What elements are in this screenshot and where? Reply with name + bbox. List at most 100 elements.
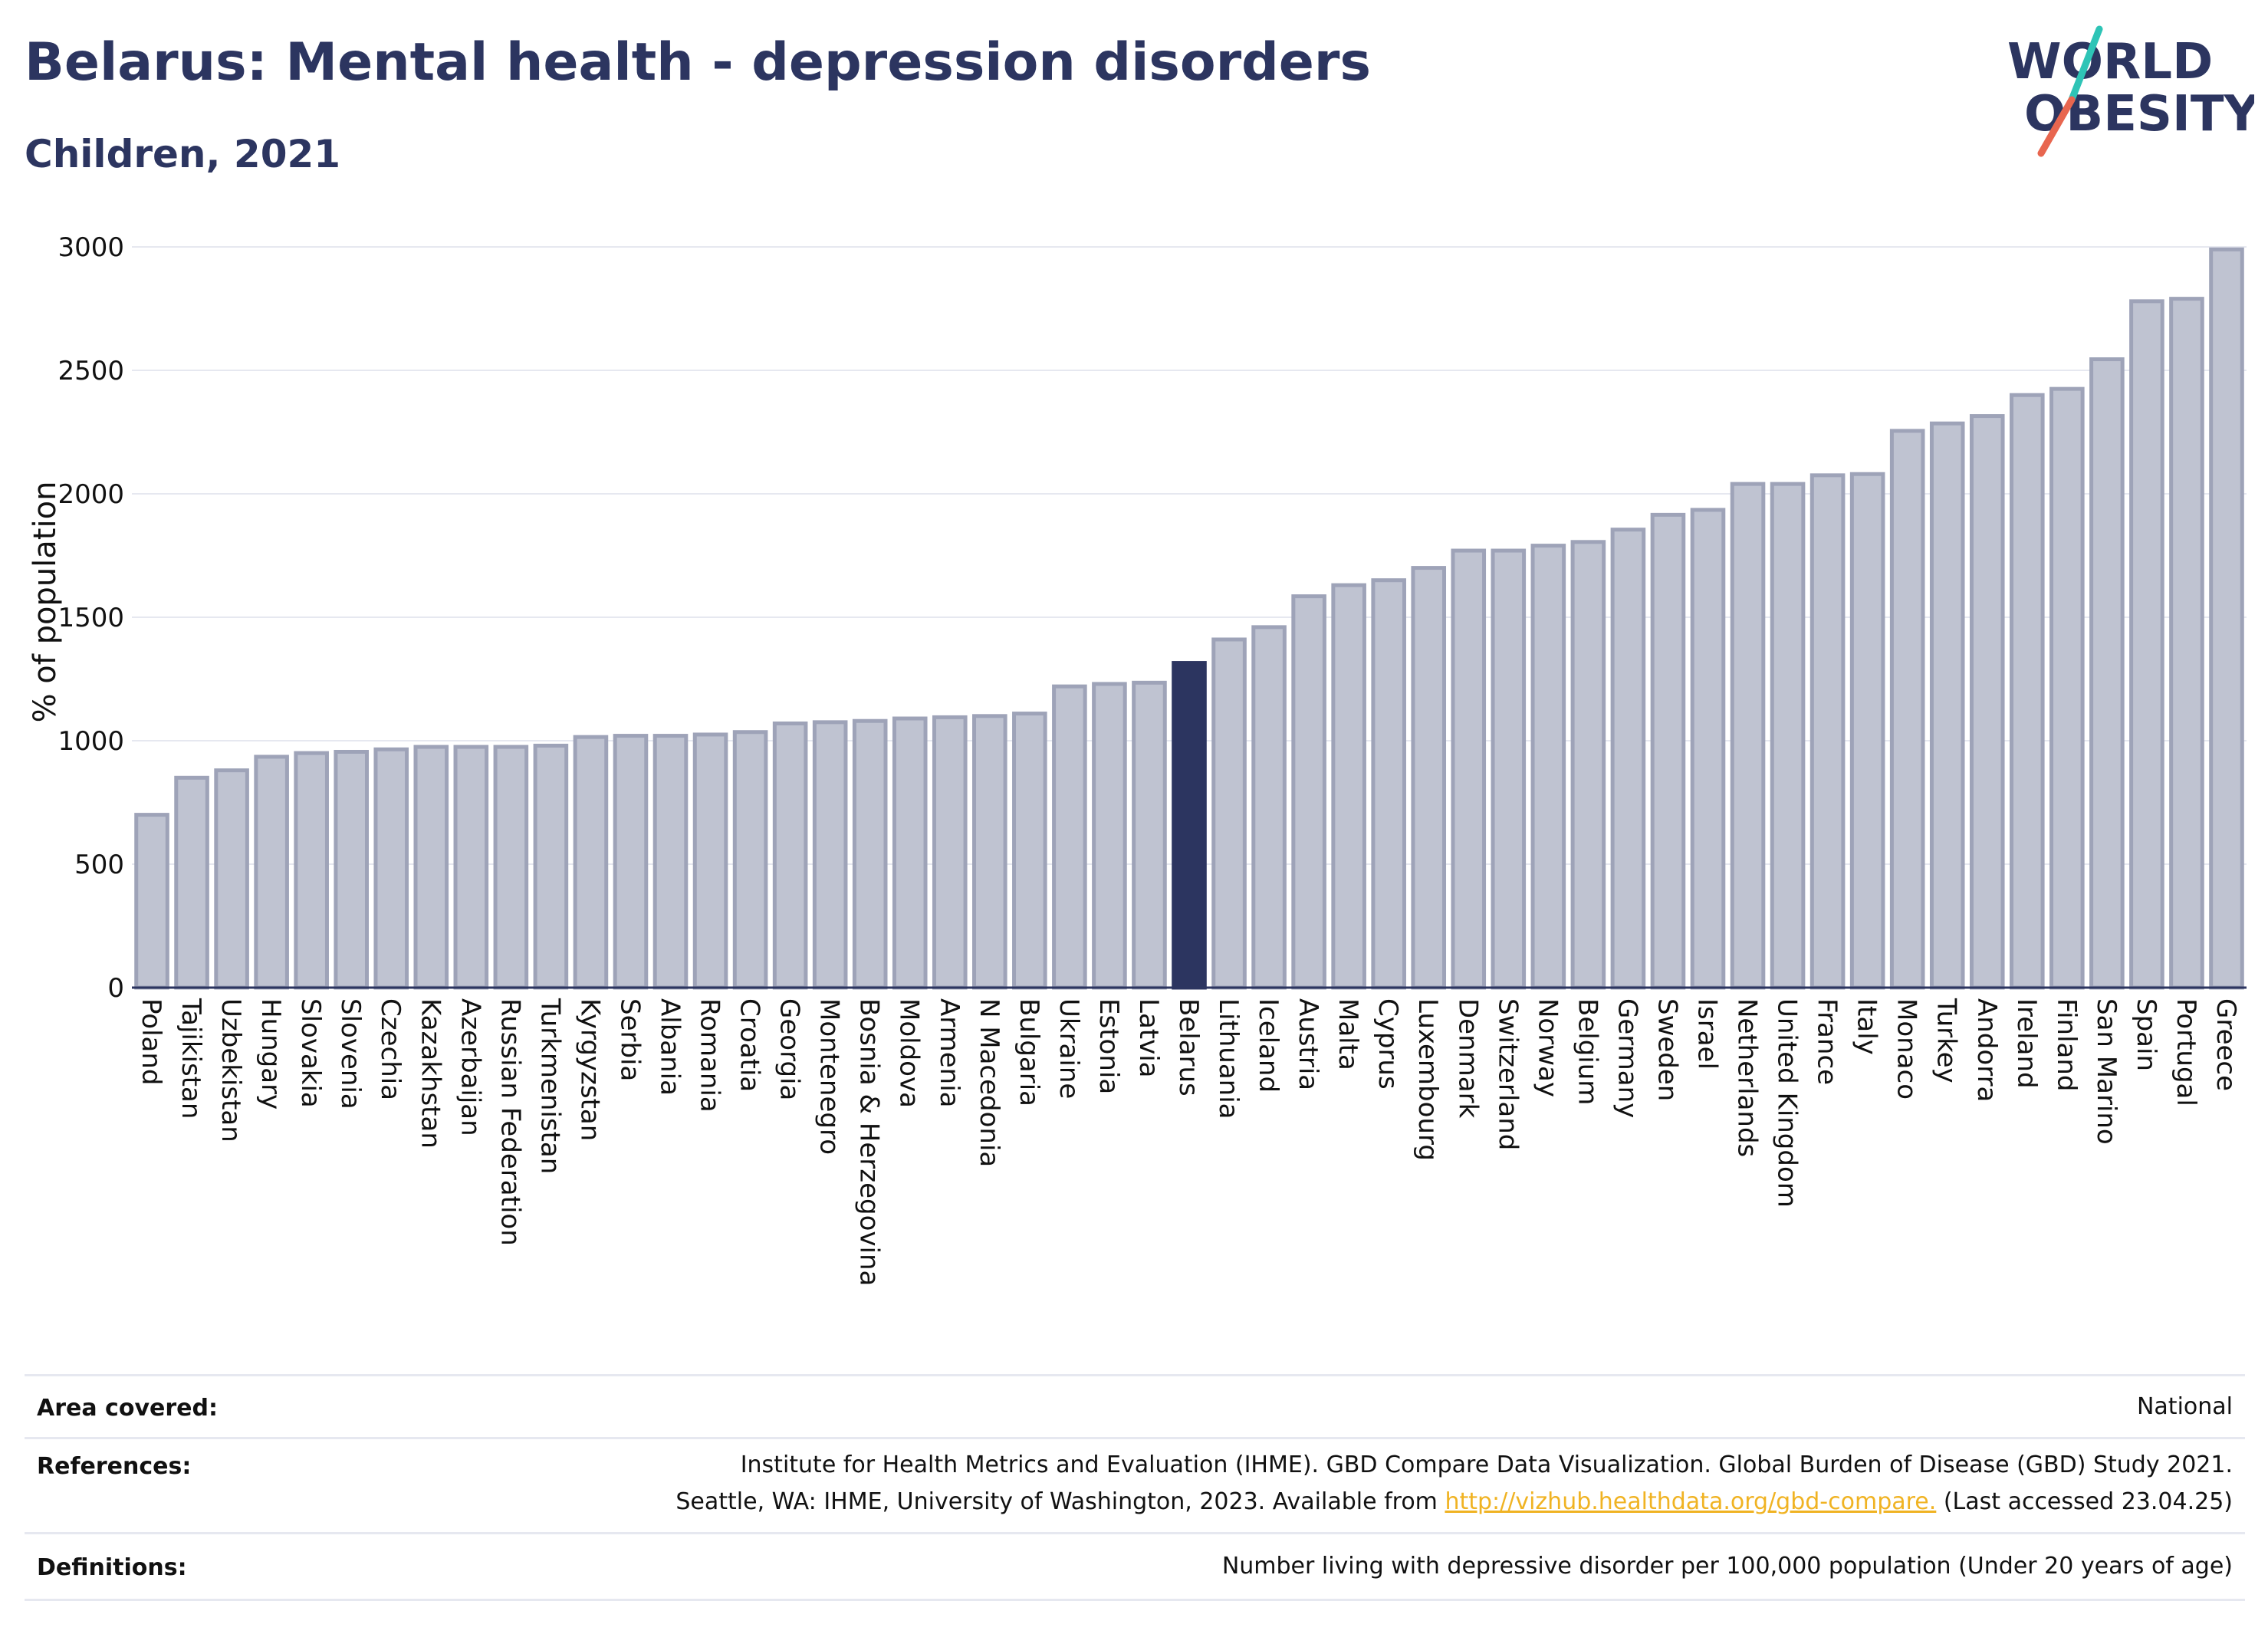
bar-estonia [1092,682,1127,990]
bar-ireland [2009,393,2045,990]
bar-greece [2209,247,2244,990]
x-category-label: Portugal [2171,998,2201,1106]
x-category-label: Germany [1612,998,1642,1118]
x-category-label: France [1812,998,1842,1085]
x-category-label: Russian Federation [495,998,525,1246]
x-category-label: N Macedonia [974,998,1004,1167]
references-line1: Institute for Health Metrics and Evaluat… [740,1452,2233,1478]
x-category-label: Armenia [934,998,965,1108]
bar-croatia [732,730,768,990]
bar-iceland [1251,625,1287,990]
bar-italy [1849,472,1885,990]
y-tick-label: 3000 [58,232,124,263]
x-category-label: Montenegro [814,998,845,1155]
x-category-label: Kazakhstan [415,998,445,1149]
info-row-area: Area covered: National [25,1374,2245,1439]
x-category-label: Serbia [614,998,645,1081]
x-category-label: San Marino [2091,998,2122,1145]
x-category-label: Israel [1691,998,1722,1070]
definitions-value: Number living with depressive disorder p… [1221,1553,2233,1580]
references-line2-post: (Last accessed 23.04.25) [1936,1488,2233,1515]
bar-chart: 0 500 1000 1500 2000 2500 3000 Poland Tajikista… [28,232,2247,1286]
x-category-label: Slovakia [295,998,326,1108]
y-axis-title: % of population [28,482,63,723]
references-label: References: [37,1453,192,1480]
y-tick-label: 1000 [58,726,124,757]
x-category-label: Ireland [2011,998,2042,1089]
bar-azerbaijan [453,745,489,990]
bar-lithuania [1211,637,1247,990]
x-category-label: Georgia [774,998,805,1100]
x-category-label: Greece [2210,998,2241,1091]
bar-sweden [1650,512,1686,990]
bar-russian-federation [493,745,529,990]
bar-france [1809,473,1846,990]
x-category-label: Monaco [1892,998,1922,1100]
world-obesity-logo: WORLD OBESITY [2007,25,2254,157]
bar-turkmenistan [533,743,569,990]
x-category-label: Kyrgyzstan [574,998,605,1141]
x-category-label: Belgium [1572,998,1602,1105]
x-category-label: Finland [2051,998,2082,1092]
x-category-label: Andorra [1971,998,2002,1102]
x-category-label: Albania [655,998,685,1096]
logo-slash-coral [2037,96,2076,157]
x-category-label: Moldova [894,998,925,1108]
y-tick-label: 1500 [58,603,124,633]
references-link[interactable]: http://vizhub.healthdata.org/gbd-compare… [1445,1488,1937,1515]
info-table: Area covered: National References: Insti… [25,1374,2245,1604]
bar-spain [2129,299,2164,990]
bar-andorra [1969,414,2005,990]
chart-title: Belarus: Mental health - depression diso… [25,32,1371,93]
bar-netherlands [1730,482,1766,990]
x-category-label: Czechia [375,998,406,1100]
bar-bosnia-herzegovina [852,718,888,990]
bar-kyrgyzstan [573,735,609,990]
bar-latvia [1132,680,1167,990]
bars [134,247,2244,990]
y-tick-label: 2000 [58,479,124,510]
x-category-labels: Poland Tajikistan Uzbekistan Hungary Slovaki… [136,998,2241,1286]
definitions-label: Definitions: [37,1554,187,1581]
bar-czechia [373,747,409,990]
x-category-label: Hungary [255,998,286,1110]
x-category-label: Lithuania [1213,998,1244,1119]
x-category-label: Azerbaijan [455,998,485,1136]
bar-finland [2049,386,2085,990]
references-value: Institute for Health Metrics and Evaluat… [675,1447,2233,1521]
x-category-label: Iceland [1253,998,1284,1093]
bar-germany [1610,528,1646,990]
x-category-label: Croatia [735,998,765,1092]
bar-montenegro [812,720,848,990]
x-category-label: Malta [1333,998,1363,1070]
references-line2-pre: Seattle, WA: IHME, University of Washing… [675,1488,1445,1515]
chart-subtitle: Children, 2021 [25,132,341,176]
x-category-label: Denmark [1452,998,1483,1119]
bar-moldova [892,716,928,990]
x-category-label: Turkmenistan [534,998,565,1174]
area-covered-label: Area covered: [37,1395,218,1422]
x-category-label: Estonia [1093,998,1124,1094]
y-tick-label: 2500 [58,356,124,386]
y-tick-label: 500 [74,850,124,880]
bar-norway [1530,544,1566,990]
bar-united-kingdom [1770,482,1806,990]
logo-slash-teal [2068,25,2103,104]
bar-austria [1291,594,1326,990]
x-category-label: Bosnia & Herzegovina [854,998,885,1286]
x-category-label: Norway [1532,998,1563,1097]
bar-slovakia [294,751,329,990]
bar-slovenia [334,749,370,990]
bar-switzerland [1491,548,1527,990]
x-category-label: Slovenia [335,998,366,1110]
x-category-label: Cyprus [1372,998,1403,1090]
bar-armenia [932,715,968,990]
bar-bulgaria [1012,712,1047,990]
bar-cyprus [1371,578,1406,990]
bar-belgium [1570,540,1606,990]
bar-n-macedonia [972,714,1007,990]
y-tick-labels: 0 500 1000 1500 2000 2500 3000 [58,232,124,1004]
x-category-label: Switzerland [1492,998,1523,1150]
x-category-label: Romania [695,998,725,1113]
bar-tajikistan [174,775,209,990]
